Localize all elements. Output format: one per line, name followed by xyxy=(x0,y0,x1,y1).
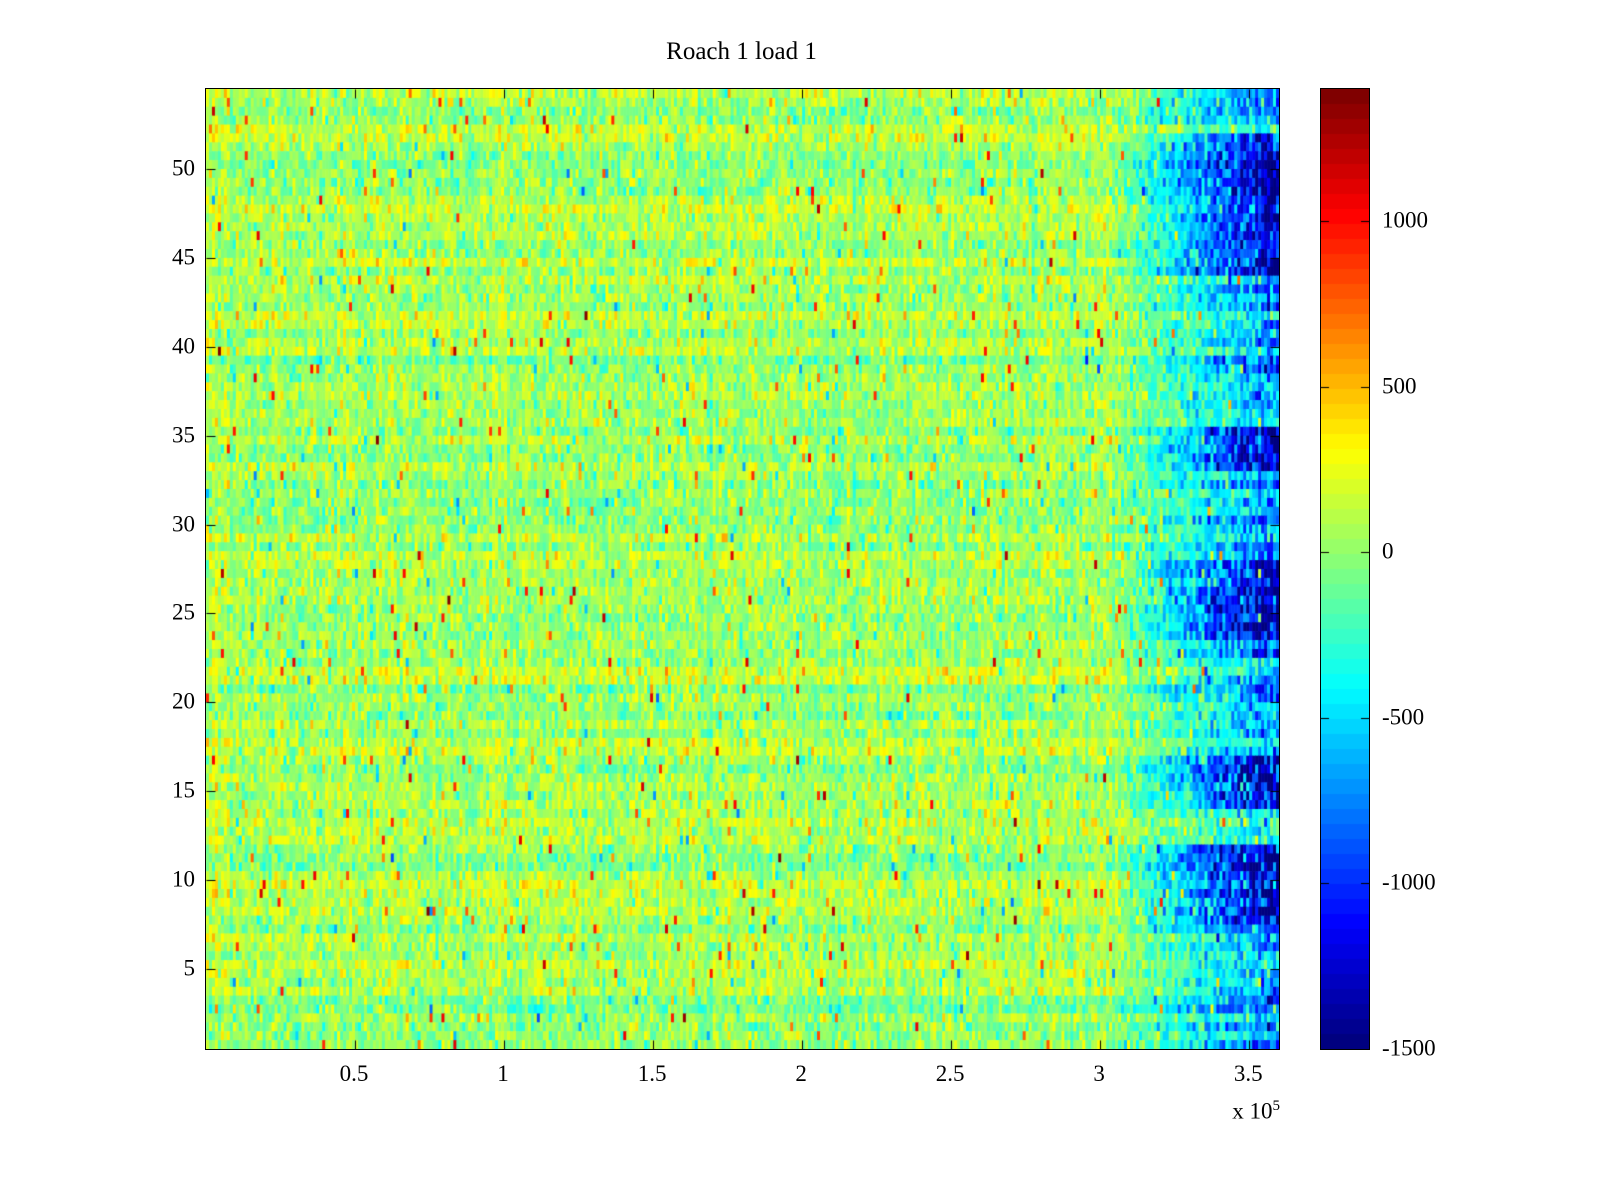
x-tick-label: 3 xyxy=(1093,1061,1105,1086)
colorbar xyxy=(1320,88,1370,1050)
x-tick-label: 1.5 xyxy=(637,1061,667,1086)
y-tick-label: 30 xyxy=(172,511,195,537)
colorbar-tick-label: -500 xyxy=(1382,704,1425,730)
x-axis-exponent-label: x 105 xyxy=(1160,1098,1280,1125)
colorbar-tick-label: 500 xyxy=(1382,373,1417,399)
x-tick-label: 3.5 xyxy=(1233,1061,1263,1086)
y-tick-label: 25 xyxy=(172,599,195,625)
y-tick-label: 5 xyxy=(183,955,196,981)
x-tick-label: 0.5 xyxy=(339,1061,369,1086)
y-tick-label: 15 xyxy=(172,777,195,803)
x-tick-label: 2 xyxy=(795,1061,807,1086)
x-exp-prefix: x 10 xyxy=(1232,1098,1273,1124)
plot-area xyxy=(205,88,1280,1050)
y-tick-label: 50 xyxy=(172,155,195,181)
x-tick-label: 2.5 xyxy=(935,1061,965,1086)
colorbar-tick-label: 1000 xyxy=(1382,207,1428,233)
colorbar-tick-label: -1000 xyxy=(1382,869,1436,895)
colorbar-canvas xyxy=(1321,89,1369,1049)
y-tick-label: 40 xyxy=(172,333,195,359)
chart-title: Roach 1 load 1 xyxy=(666,38,817,65)
colorbar-tick-label: 0 xyxy=(1382,538,1394,564)
x-exp-power: 5 xyxy=(1272,1098,1281,1114)
y-tick-label: 35 xyxy=(172,422,195,448)
x-tick-label: 1 xyxy=(497,1061,509,1086)
y-tick-label: 45 xyxy=(172,244,195,270)
y-tick-label: 20 xyxy=(172,688,195,714)
colorbar-tick-label: -1500 xyxy=(1382,1035,1436,1061)
y-tick-label: 10 xyxy=(172,866,195,892)
heatmap-canvas xyxy=(206,89,1279,1049)
